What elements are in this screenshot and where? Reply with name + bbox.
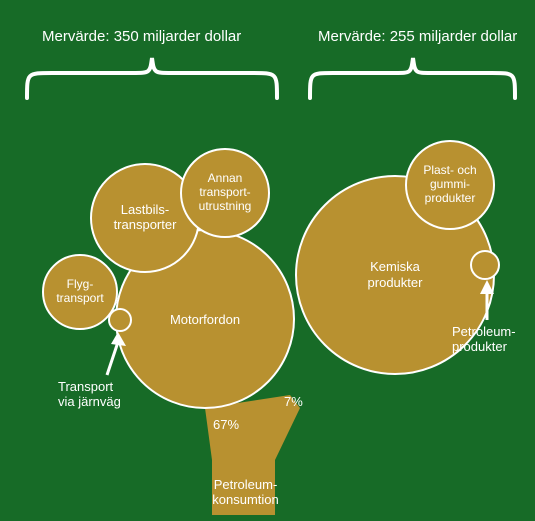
pct-right: 7% [284,395,303,410]
bubble-motorfordon-text: Motorfordon [170,312,240,327]
bubble-plast: Plast- och gummi- produkter [405,140,495,230]
bubble-rail [108,308,132,332]
arrow-petro-prod [475,280,505,325]
pct-left: 67% [213,418,239,433]
bubble-petro-prod [470,250,500,280]
bubble-kemiska-text: Kemiska produkter [368,259,423,290]
bubble-lastbils-text: Lastbils- transporter [114,203,177,233]
label-rail: Transport via järnväg [58,380,148,410]
arrow-rail [95,330,135,380]
bubble-annan: Annan transport- utrustning [180,148,270,238]
label-petro-prod: Petroleum- produkter [452,325,535,355]
bubble-plast-text: Plast- och gummi- produkter [423,164,476,205]
diagram-canvas: Mervärde: 350 miljarder dollar Mervärde:… [0,0,535,521]
bubble-flyg: Flyg- transport [42,254,118,330]
bubble-flyg-text: Flyg- transport [56,278,103,306]
trunk-label: Petroleum- konsumtion [208,478,283,508]
bubble-annan-text: Annan transport- utrustning [199,172,252,213]
